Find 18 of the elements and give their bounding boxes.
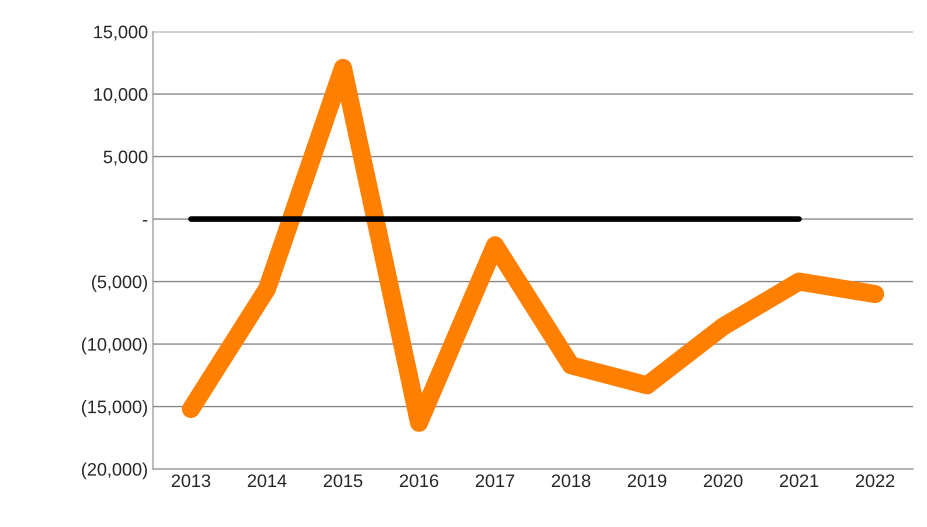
y-tick-label: - (142, 220, 148, 222)
x-tick-label: 2020 (704, 474, 742, 488)
y-tick-label: (20,000) (82, 462, 147, 480)
y-tick-label: 15,000 (94, 26, 148, 40)
x-tick-label: 2017 (476, 474, 514, 488)
y-tick-label: 10,000 (94, 88, 148, 103)
x-tick-label: 2022 (856, 474, 894, 488)
y-tick-label: (10,000) (82, 338, 147, 354)
x-tick-label: 2018 (552, 474, 590, 488)
y-tick-label: (15,000) (82, 400, 147, 417)
x-tick-label: 2016 (400, 474, 438, 488)
x-tick-label: 2021 (780, 474, 818, 488)
x-tick-label: 2013 (172, 474, 210, 488)
x-tick-label: 2019 (628, 474, 666, 488)
y-tick-label: 5,000 (104, 150, 148, 166)
y-tick-label: (5,000) (92, 275, 147, 292)
x-tick-label: 2015 (324, 474, 362, 488)
x-tick-label: 2014 (248, 474, 287, 488)
